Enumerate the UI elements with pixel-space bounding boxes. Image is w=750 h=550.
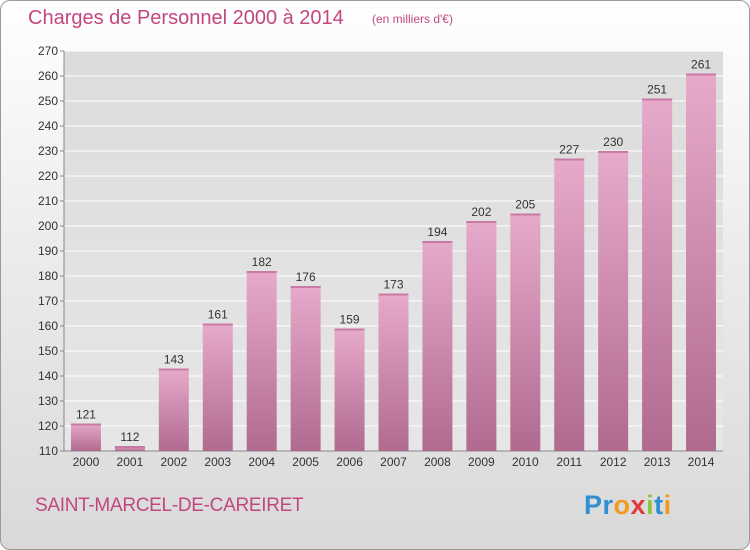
x-tick-label: 2005 [292,455,319,469]
data-label: 202 [471,205,491,219]
bar-cap [378,293,409,296]
bar-cap [598,151,629,153]
bar [466,221,497,451]
bar-cap [246,271,277,273]
data-label: 205 [515,198,535,212]
x-tick-label: 2003 [204,455,231,469]
y-tick-label: 160 [38,319,58,333]
commune-name: SAINT-MARCEL-DE-CAREIRET [35,495,304,516]
x-tick-label: 2006 [336,455,363,469]
y-tick-label: 180 [38,269,58,283]
y-tick-label: 200 [38,219,58,233]
y-tick-label: 140 [38,369,58,383]
bar [158,368,189,451]
bar [246,271,277,451]
bar-cap [202,323,233,326]
bar [334,328,365,451]
logo-letter: P [584,490,603,520]
logo-letter: x [630,490,647,520]
x-tick-label: 2011 [556,455,582,469]
bar [554,158,585,451]
bar [686,73,717,451]
data-label: 112 [120,430,139,444]
data-label: 173 [383,278,403,292]
bar [114,446,145,451]
y-tick-label: 230 [38,144,58,158]
x-tick-label: 2007 [380,455,407,469]
x-tick-label: 2014 [688,455,715,469]
x-tick-label: 2008 [424,455,451,469]
bar [378,293,409,451]
x-tick-label: 2013 [644,455,671,469]
y-tick-label: 110 [39,444,58,458]
data-label: 182 [252,255,272,269]
data-label: 121 [76,408,96,422]
bar-cap [158,368,189,371]
x-tick-label: 2001 [117,455,144,469]
y-tick-label: 130 [38,394,58,408]
logo-letter: r [602,490,614,520]
bar-cap [290,286,321,288]
x-tick-label: 2002 [160,455,187,469]
bar-cap [422,241,453,243]
logo-letter: i [646,490,655,520]
data-label: 143 [164,353,184,367]
bar-cap [70,423,101,426]
bar-cap [686,73,717,76]
bar [642,98,673,451]
bar-cap [334,328,365,331]
x-tick-label: 2012 [600,455,627,469]
data-label: 227 [559,143,579,157]
bar [510,213,541,451]
bar [70,423,101,451]
data-label: 230 [603,135,623,149]
data-label: 261 [691,58,711,72]
data-label: 159 [340,313,360,327]
y-tick-label: 120 [38,419,58,433]
y-tick-label: 240 [38,119,58,133]
data-label: 194 [427,225,447,239]
proxiti-logo: Proxiti [584,490,672,521]
y-tick-label: 260 [38,69,58,83]
x-tick-label: 2010 [512,455,539,469]
x-tick-label: 2000 [73,455,100,469]
data-label: 176 [296,270,316,284]
chart-title: Charges de Personnel 2000 à 2014 [28,7,344,29]
bar-cap [642,98,673,101]
logo-letter: i [663,490,672,520]
bar-cap [114,446,145,448]
data-label: 161 [208,308,228,322]
y-tick-label: 220 [38,169,58,183]
bar [290,286,321,451]
chart-subtitle: (en milliers d'€) [372,12,453,26]
bar [598,151,629,451]
logo-letter: o [613,490,631,520]
y-tick-label: 250 [38,94,58,108]
logo-letter: t [654,490,664,520]
bar [202,323,233,451]
x-tick-label: 2009 [468,455,495,469]
bar-cap [466,221,497,223]
x-tick-label: 2004 [248,455,275,469]
y-tick-label: 210 [38,194,58,208]
y-tick-label: 270 [38,44,58,58]
bar-cap [554,158,585,161]
bar-cap [510,213,541,216]
bar [422,241,453,451]
y-tick-label: 190 [38,244,58,258]
y-tick-label: 170 [38,294,58,308]
data-label: 251 [647,83,667,97]
y-tick-label: 150 [38,344,58,358]
